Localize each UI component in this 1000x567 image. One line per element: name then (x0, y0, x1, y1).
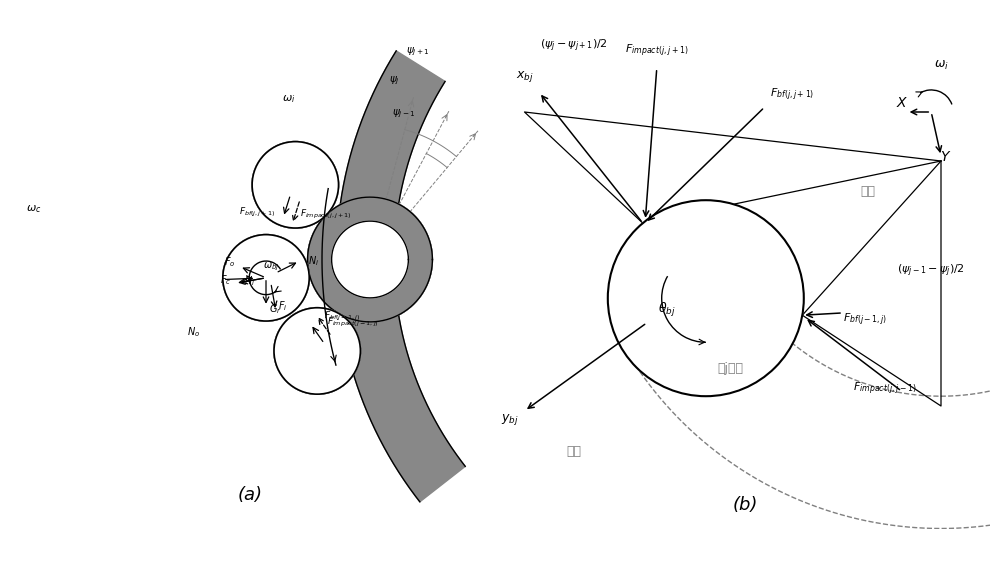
Text: 内圈: 内圈 (860, 185, 875, 198)
Text: $F_{impact(j,j-1)}$: $F_{impact(j,j-1)}$ (853, 380, 916, 397)
Text: $\omega_{bj}$: $\omega_{bj}$ (263, 261, 279, 273)
Text: $F_{bf(j-1,j)}$: $F_{bf(j-1,j)}$ (843, 312, 887, 328)
Polygon shape (308, 205, 399, 321)
Text: $F_{bf(j,j+1)}$: $F_{bf(j,j+1)}$ (770, 87, 814, 103)
Text: $F_{bf(j-1,j)}$: $F_{bf(j-1,j)}$ (324, 310, 360, 323)
Text: $(\psi_{j-1}-\psi_j)/2$: $(\psi_{j-1}-\psi_j)/2$ (897, 263, 965, 280)
Text: $N_i$: $N_i$ (244, 274, 255, 288)
Circle shape (252, 142, 339, 228)
Circle shape (223, 235, 309, 321)
Circle shape (223, 235, 309, 321)
Text: $N_o$: $N_o$ (187, 325, 201, 339)
Text: $\psi_{j+1}$: $\psi_{j+1}$ (406, 45, 430, 58)
Text: $\omega_i$: $\omega_i$ (282, 93, 295, 105)
Circle shape (252, 142, 339, 228)
Circle shape (274, 308, 360, 394)
Polygon shape (332, 221, 408, 298)
Polygon shape (332, 221, 408, 298)
Polygon shape (308, 197, 432, 322)
Text: $X$: $X$ (896, 96, 908, 110)
Polygon shape (308, 197, 432, 322)
Text: $F_{impact(j,j+1)}$: $F_{impact(j,j+1)}$ (625, 43, 689, 59)
Text: $F_c$: $F_c$ (220, 273, 231, 287)
Text: 第j个球: 第j个球 (717, 362, 743, 375)
Text: $\psi_{j-1}$: $\psi_{j-1}$ (392, 108, 415, 120)
Text: $y_{bj}$: $y_{bj}$ (501, 412, 519, 427)
Polygon shape (336, 51, 465, 502)
Text: $G_r$: $G_r$ (269, 302, 282, 316)
Circle shape (274, 308, 360, 394)
Text: $F_o$: $F_o$ (224, 255, 236, 269)
Text: (b): (b) (732, 496, 758, 514)
Text: $\omega_c$: $\omega_c$ (26, 204, 42, 215)
Text: $N_i$: $N_i$ (308, 255, 319, 268)
Text: $F_{bf(j,j+1)}$: $F_{bf(j,j+1)}$ (239, 206, 275, 219)
Text: $\theta_{bj}$: $\theta_{bj}$ (658, 301, 675, 319)
Text: 外圈: 外圈 (566, 445, 581, 458)
Text: $(\psi_j-\psi_{j+1})/2$: $(\psi_j-\psi_{j+1})/2$ (540, 37, 607, 54)
Text: $F_{impact(j,j+1)}$: $F_{impact(j,j+1)}$ (300, 208, 352, 221)
Text: $\omega_i$: $\omega_i$ (934, 59, 948, 72)
Text: $x_{bj}$: $x_{bj}$ (516, 69, 533, 84)
Text: $Y$: $Y$ (940, 150, 952, 164)
Polygon shape (308, 197, 432, 322)
Text: $F_{impact(j-1,j)}$: $F_{impact(j-1,j)}$ (327, 316, 378, 329)
Circle shape (608, 200, 804, 396)
Text: (a): (a) (238, 486, 262, 504)
Text: $\psi_j$: $\psi_j$ (389, 74, 399, 87)
Text: $F_i$: $F_i$ (278, 299, 288, 313)
